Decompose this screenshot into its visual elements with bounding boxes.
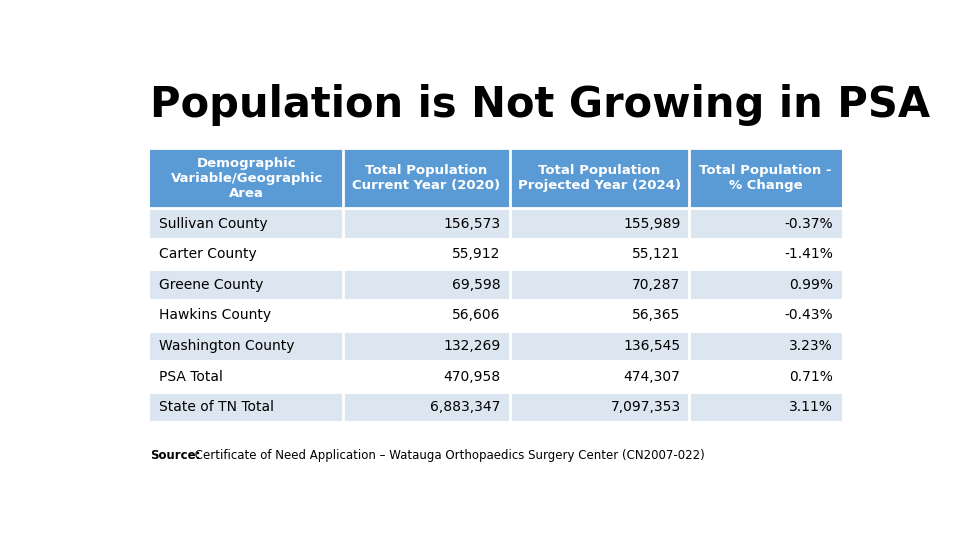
Text: 155,989: 155,989	[623, 217, 681, 231]
Bar	[150, 239, 344, 269]
Text: 0.71%: 0.71%	[789, 369, 832, 383]
Text: Hawkins County: Hawkins County	[158, 308, 271, 322]
Bar	[150, 300, 344, 330]
Text: 474,307: 474,307	[624, 369, 681, 383]
Bar	[510, 269, 689, 300]
Bar	[150, 148, 344, 208]
Bar	[689, 330, 842, 361]
Bar	[344, 361, 510, 392]
Text: 3.11%: 3.11%	[789, 400, 832, 414]
Bar	[689, 208, 842, 239]
Text: Total Population
Projected Year (2024): Total Population Projected Year (2024)	[518, 164, 681, 192]
Bar	[150, 392, 344, 422]
Bar	[344, 208, 510, 239]
Text: 156,573: 156,573	[444, 217, 500, 231]
Text: 3.23%: 3.23%	[789, 339, 832, 353]
Bar	[689, 300, 842, 330]
Text: Certificate of Need Application – Watauga Orthopaedics Surgery Center (CN2007-02: Certificate of Need Application – Wataug…	[191, 449, 705, 462]
Bar	[510, 330, 689, 361]
Bar	[510, 392, 689, 422]
Text: -0.43%: -0.43%	[784, 308, 832, 322]
Text: 6,883,347: 6,883,347	[430, 400, 500, 414]
Text: Sullivan County: Sullivan County	[158, 217, 267, 231]
Text: 132,269: 132,269	[444, 339, 500, 353]
Bar	[510, 148, 689, 208]
Bar	[150, 330, 344, 361]
Bar	[689, 148, 842, 208]
Bar	[510, 208, 689, 239]
Text: 56,606: 56,606	[452, 308, 500, 322]
Text: 55,121: 55,121	[632, 247, 681, 261]
Text: 470,958: 470,958	[444, 369, 500, 383]
Bar	[344, 148, 510, 208]
Bar	[344, 330, 510, 361]
Text: Washington County: Washington County	[158, 339, 294, 353]
Text: Population is Not Growing in PSA: Population is Not Growing in PSA	[150, 84, 930, 125]
Text: 55,912: 55,912	[452, 247, 500, 261]
Text: 70,287: 70,287	[633, 278, 681, 292]
Bar	[689, 239, 842, 269]
Text: Total Population -
% Change: Total Population - % Change	[699, 164, 831, 192]
Text: -1.41%: -1.41%	[784, 247, 832, 261]
Bar	[510, 239, 689, 269]
Bar	[689, 361, 842, 392]
Bar	[344, 392, 510, 422]
Text: Demographic
Variable/Geographic
Area: Demographic Variable/Geographic Area	[171, 157, 323, 200]
Bar	[510, 300, 689, 330]
Text: 69,598: 69,598	[452, 278, 500, 292]
Text: PSA Total: PSA Total	[158, 369, 223, 383]
Text: Greene County: Greene County	[158, 278, 263, 292]
Text: Source:: Source:	[150, 449, 201, 462]
Bar	[344, 239, 510, 269]
Bar	[510, 361, 689, 392]
Bar	[689, 269, 842, 300]
Text: 0.99%: 0.99%	[789, 278, 832, 292]
Text: -0.37%: -0.37%	[784, 217, 832, 231]
Text: Total Population
Current Year (2020): Total Population Current Year (2020)	[352, 164, 500, 192]
Bar	[344, 300, 510, 330]
Bar	[150, 269, 344, 300]
Bar	[150, 361, 344, 392]
Text: 136,545: 136,545	[623, 339, 681, 353]
Bar	[344, 269, 510, 300]
Bar	[689, 392, 842, 422]
Text: 56,365: 56,365	[632, 308, 681, 322]
Text: 7,097,353: 7,097,353	[611, 400, 681, 414]
Bar	[150, 208, 344, 239]
Text: State of TN Total: State of TN Total	[158, 400, 274, 414]
Text: Carter County: Carter County	[158, 247, 256, 261]
